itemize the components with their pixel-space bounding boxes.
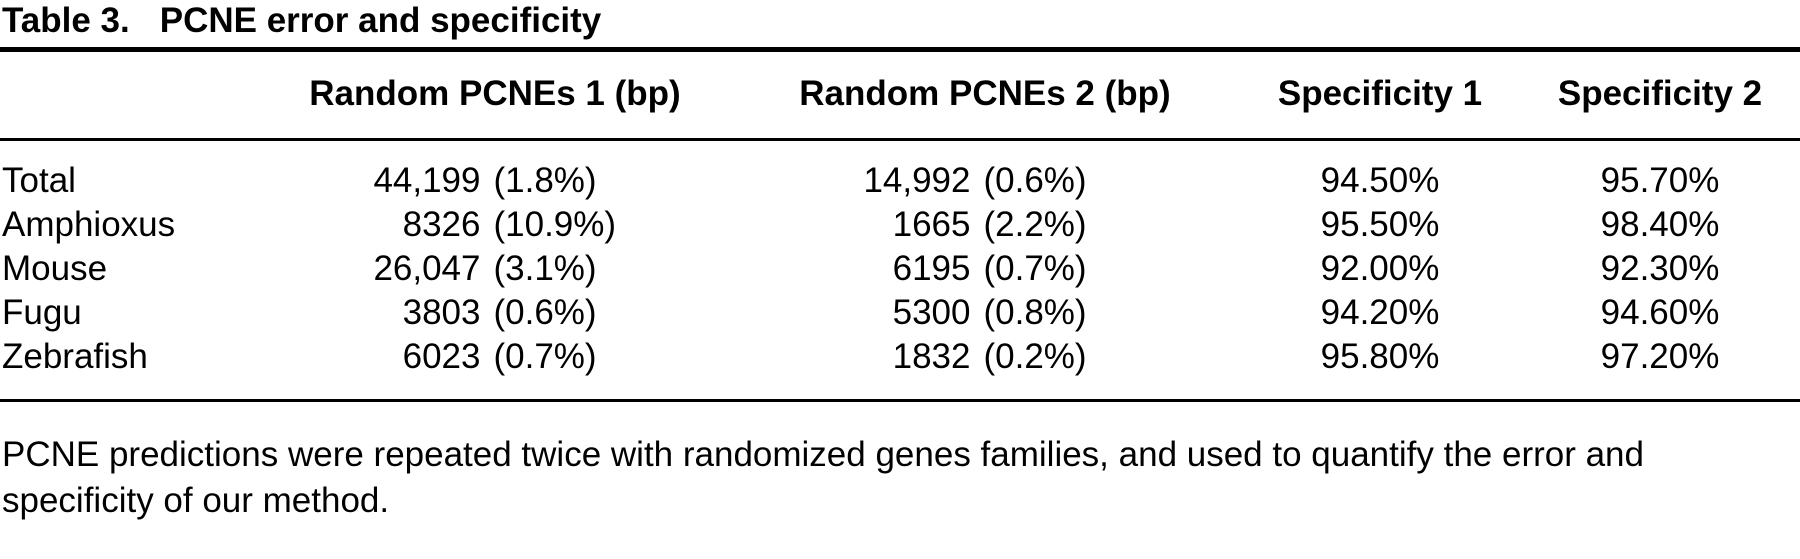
spec1-cell: 95.50% [1320,205,1440,244]
pcne2-value: 1665 [892,205,971,244]
table-header-row: Random PCNEs 1 (bp) Random PCNEs 2 (bp) … [0,52,1800,138]
table-row: Mouse 26,047 (3.1%) 6195 (0.7%) 92.00% 9… [0,247,1800,291]
pcne2-percent: (2.2%) [983,205,1087,244]
table-body: Total 44,199 (1.8%) 14,992 (0.6%) 94.50%… [0,141,1800,399]
column-header-pcne2: Random PCNEs 2 (bp) [799,74,1171,113]
column-header-pcne1: Random PCNEs 1 (bp) [309,74,681,113]
pcne2-percent: (0.7%) [983,249,1087,288]
pcne2-percent: (0.2%) [983,337,1087,376]
spec2-cell: 92.30% [1600,249,1720,288]
row-label: Amphioxus [2,205,176,244]
table-title: PCNE error and specificity [159,1,602,40]
pcne2-value: 14,992 [863,161,971,200]
spec1-cell: 95.80% [1320,337,1440,376]
pcne1-cell: 3803 (0.6%) [260,291,730,335]
table-row: Fugu 3803 (0.6%) 5300 (0.8%) 94.20% 94.6… [0,291,1800,335]
pcne2-percent: (0.8%) [983,293,1087,332]
pcne2-value: 1832 [892,337,971,376]
column-header-rowlabel [0,74,260,114]
pcne1-cell: 26,047 (3.1%) [260,247,730,291]
pcne2-cell: 1665 (2.2%) [730,203,1240,247]
row-label: Total [2,161,76,200]
pcne1-value: 26,047 [373,249,481,288]
table-caption: Table 3. PCNE error and specificity [0,2,1800,40]
pcne1-percent: (0.6%) [493,293,597,332]
pcne2-cell: 6195 (0.7%) [730,247,1240,291]
spec2-cell: 98.40% [1600,205,1720,244]
spec1-cell: 92.00% [1320,249,1440,288]
pcne1-cell: 8326 (10.9%) [260,203,730,247]
header-rule [0,138,1800,141]
table-row: Zebrafish 6023 (0.7%) 1832 (0.2%) 95.80%… [0,335,1800,379]
bottom-rule [0,399,1800,402]
pcne1-value: 44,199 [373,161,481,200]
row-label: Fugu [2,293,82,332]
pcne2-cell: 14,992 (0.6%) [730,159,1240,203]
top-rule [0,47,1800,52]
pcne1-percent: (1.8%) [493,161,597,200]
column-header-spec1: Specificity 1 [1277,74,1483,113]
table-label: Table 3. [2,1,130,40]
pcne2-percent: (0.6%) [983,161,1087,200]
pcne2-value: 6195 [892,249,971,288]
pcne1-value: 3803 [402,293,481,332]
spec1-cell: 94.20% [1320,293,1440,332]
column-header-spec2: Specificity 2 [1557,74,1763,113]
table-row: Amphioxus 8326 (10.9%) 1665 (2.2%) 95.50… [0,203,1800,247]
pcne1-percent: (0.7%) [493,337,597,376]
pcne2-cell: 5300 (0.8%) [730,291,1240,335]
pcne2-value: 5300 [892,293,971,332]
row-label: Zebrafish [2,337,148,376]
pcne1-value: 6023 [402,337,481,376]
pcne2-cell: 1832 (0.2%) [730,335,1240,379]
pcne1-percent: (3.1%) [493,249,597,288]
row-label: Mouse [2,249,108,288]
spec1-cell: 94.50% [1320,161,1440,200]
pcne1-cell: 6023 (0.7%) [260,335,730,379]
spec2-cell: 95.70% [1600,161,1720,200]
pcne1-value: 8326 [402,205,481,244]
table-footnote: PCNE predictions were repeated twice wit… [2,435,1644,520]
pcne1-cell: 44,199 (1.8%) [260,159,730,203]
spec2-cell: 94.60% [1600,293,1720,332]
pcne1-percent: (10.9%) [493,205,617,244]
table-row: Total 44,199 (1.8%) 14,992 (0.6%) 94.50%… [0,159,1800,203]
spec2-cell: 97.20% [1600,337,1720,376]
